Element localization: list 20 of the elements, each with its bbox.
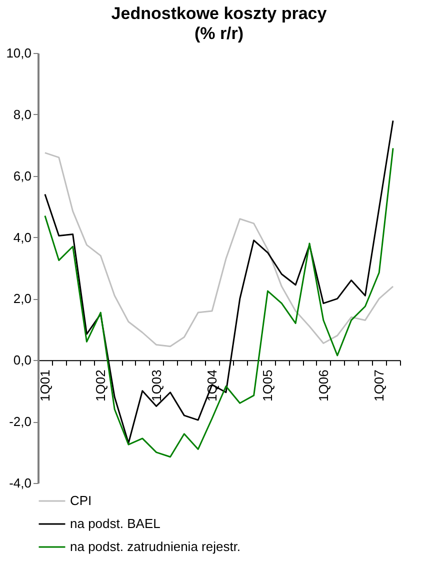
x-tick-label: 1Q06 [316,370,331,402]
y-tick-label: 0,0 [13,352,32,368]
y-tick-label: -2,0 [9,414,32,430]
x-tick-label: 1Q07 [372,370,387,402]
y-tick-label: 2,0 [13,291,32,306]
chart-subtitle: (% r/r) [194,24,244,43]
y-tick-label: 4,0 [13,230,32,245]
chart-title: Jednostkowe koszty pracy [111,4,328,23]
y-tick-label: -4,0 [9,476,32,490]
x-tick-label: 1Q03 [148,370,164,402]
legend-label: na podst. zatrudnienia rejestr. [70,539,241,554]
legend-label: CPI [70,493,92,508]
y-tick-label: 8,0 [13,106,32,122]
x-tick-label: 1Q01 [37,370,52,402]
y-tick-label: 6,0 [13,168,32,184]
legend-label: na podst. BAEL [70,516,160,531]
x-tick-label: 1Q05 [260,370,276,402]
line-series [44,152,394,348]
y-tick-label: 10,0 [6,46,32,60]
x-tick-label: 1Q02 [93,370,108,402]
